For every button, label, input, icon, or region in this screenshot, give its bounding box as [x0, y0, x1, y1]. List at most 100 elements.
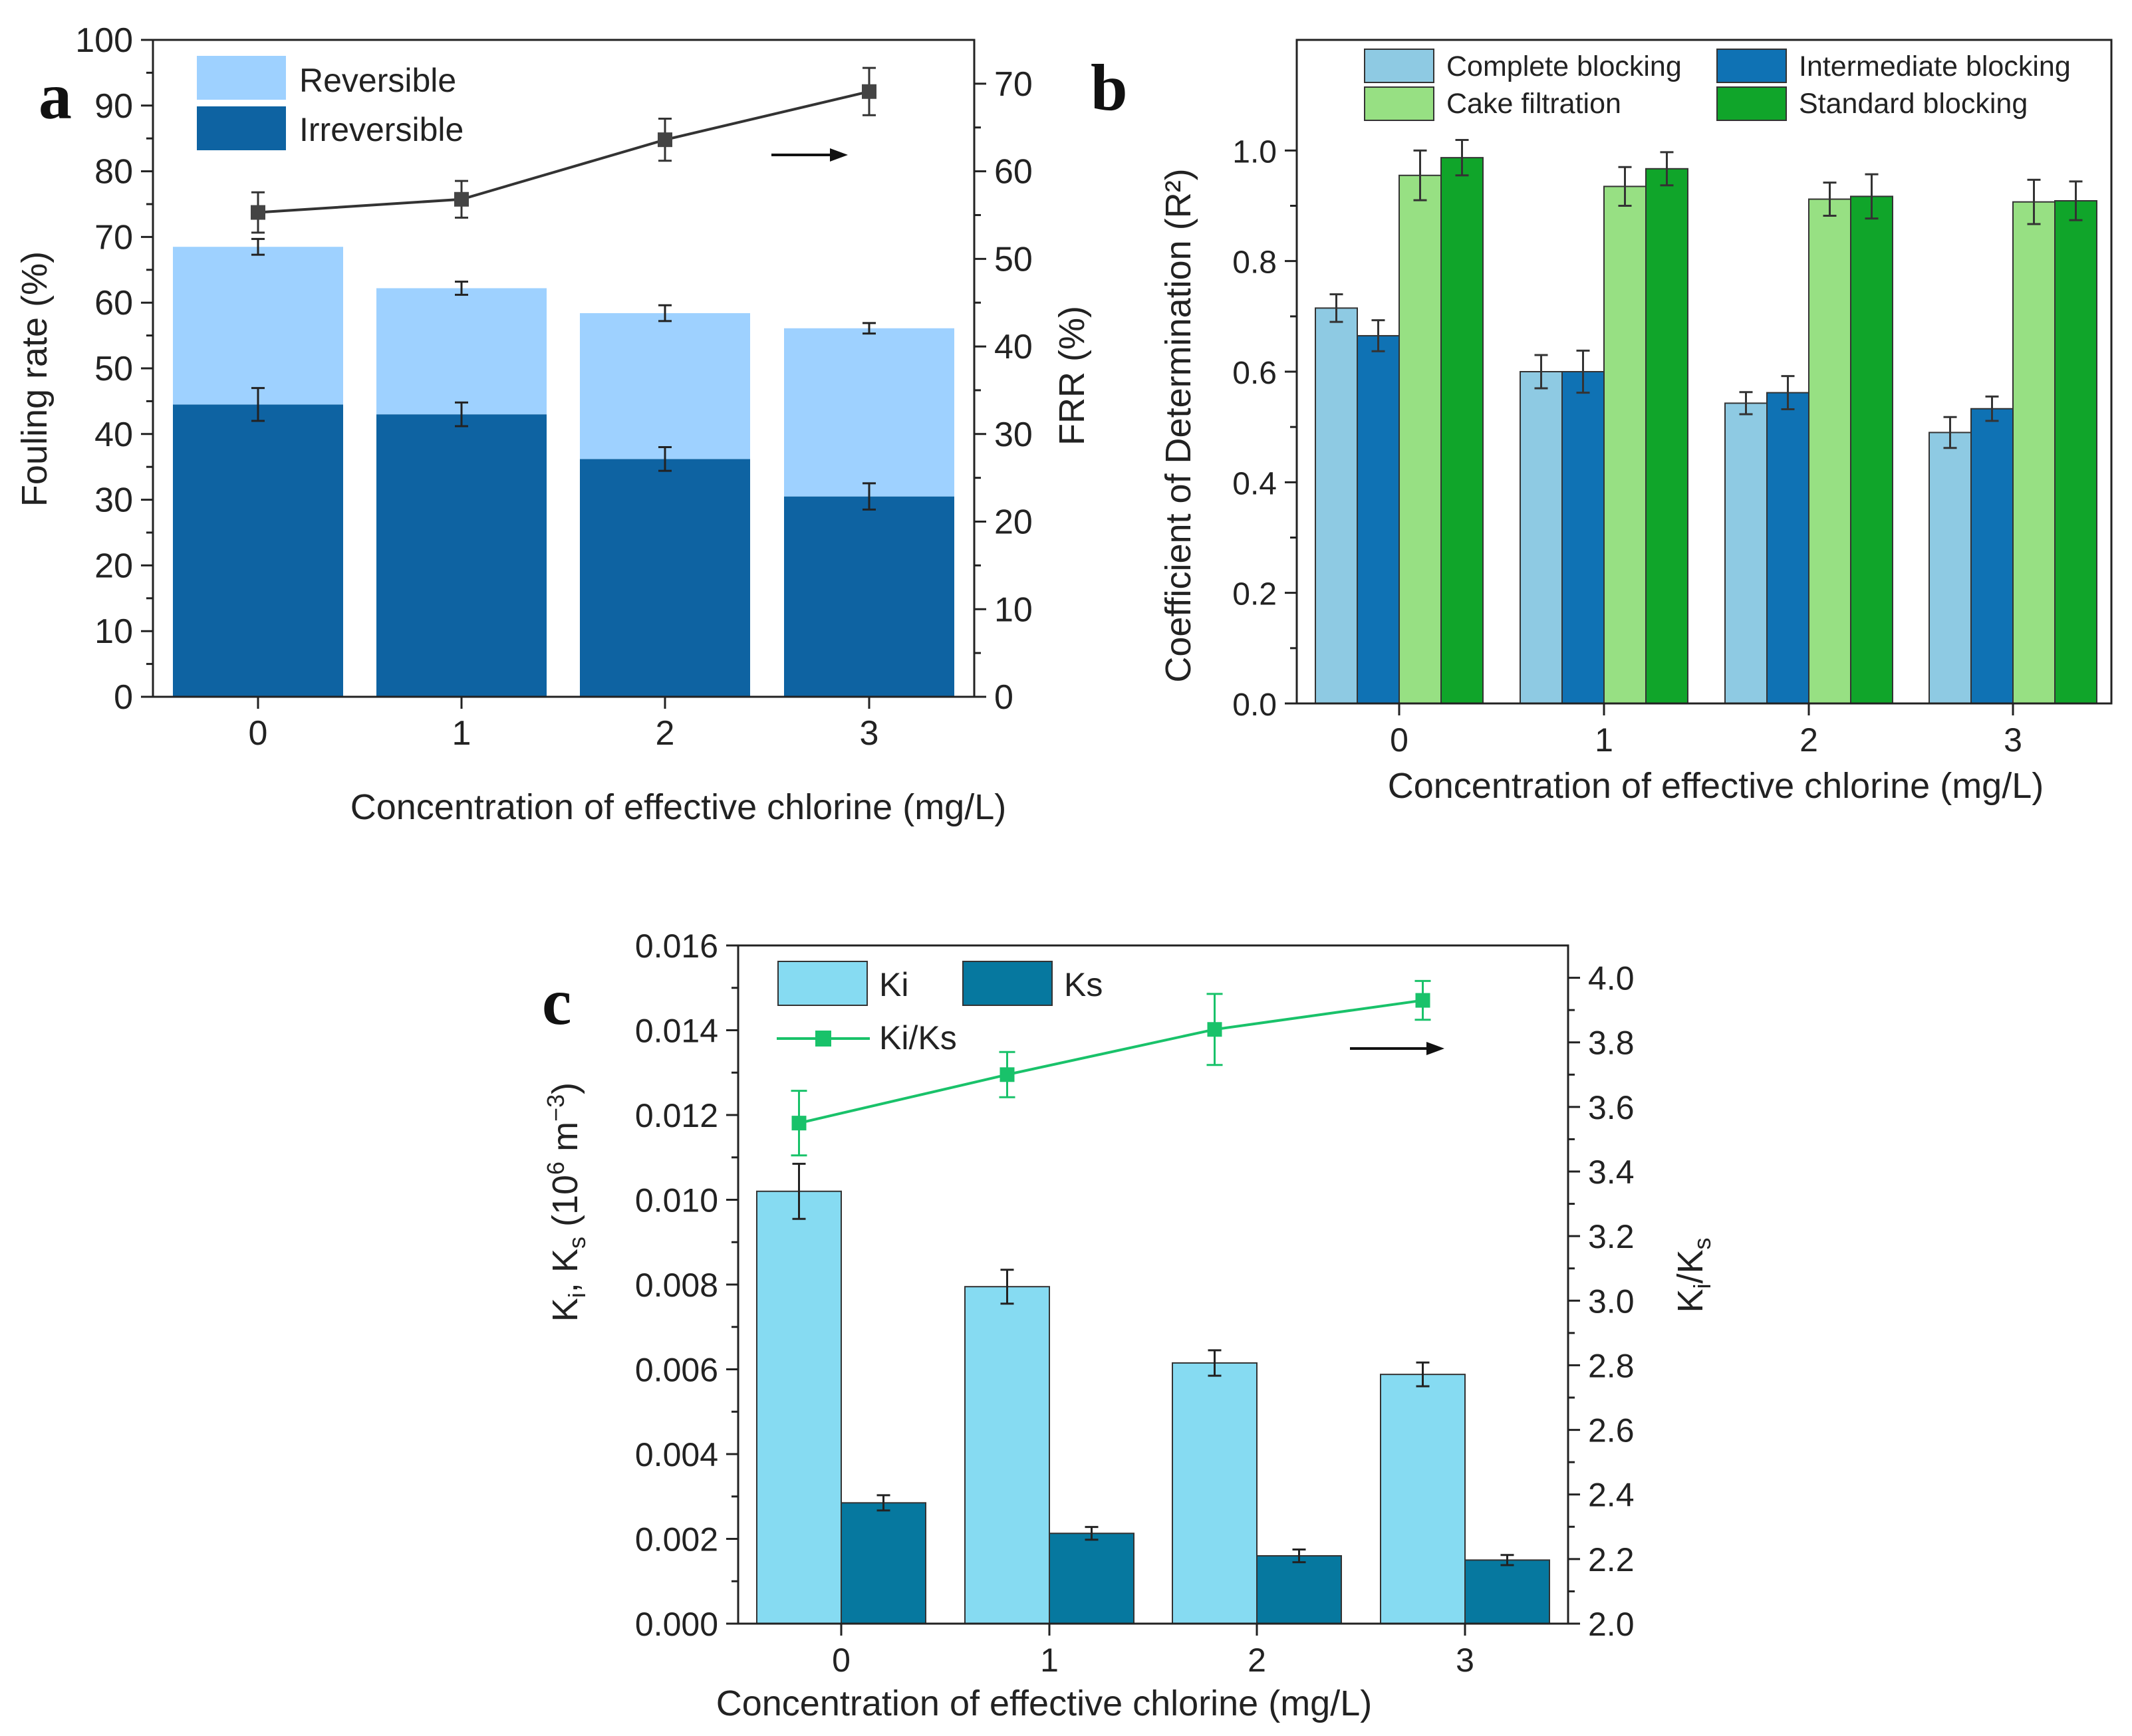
- bar-irreversible-1: [376, 414, 547, 697]
- panel-a-y2tick-label-1: 10: [994, 590, 1033, 629]
- panel-a-xtick-label-0: 0: [249, 714, 268, 753]
- panel-c-y2tick-label-2: 2.4: [1588, 1477, 1635, 1514]
- panel-c-ytick-label-1: 0.002: [635, 1521, 718, 1558]
- panel-a-xtick-label-1: 1: [452, 714, 471, 753]
- point-frr-3: [862, 84, 876, 99]
- panel-c-y2tick-label-8: 3.6: [1588, 1089, 1635, 1126]
- bar-reversible-3: [784, 328, 954, 497]
- bar-cake-filtration-0: [1399, 174, 1442, 704]
- panel-a-ytick-label-5: 50: [94, 350, 133, 388]
- point-frr-0: [251, 205, 265, 220]
- legend-label-standard-blocking: Standard blocking: [1799, 88, 2028, 120]
- panel-b-xtick-label-2: 2: [1799, 721, 1818, 759]
- bar-cake-filtration-2: [1808, 198, 1851, 704]
- legend-swatch-ks: [962, 961, 1053, 1006]
- panel-a: a 01020304050607080901000102030405060700…: [15, 21, 1092, 827]
- panel-c-ytick-label-2: 0.004: [635, 1436, 718, 1473]
- panel-a-legend: Reversible Irreversible: [197, 56, 464, 150]
- panel-c-xtick-label-0: 0: [832, 1642, 851, 1679]
- panel-c-xtick-label-3: 3: [1456, 1642, 1474, 1679]
- panel-c-y2tick-label-10: 4.0: [1588, 960, 1635, 997]
- panel-a-y2tick-label-4: 40: [994, 328, 1033, 366]
- panel-a-plot: 0 10 20 30 40 50 60 70 80 90 100 0 10 20 30 40 50 60 70 0 1 2…: [75, 21, 1033, 753]
- legend-swatch-cake-filtration: [1364, 86, 1434, 121]
- panel-a-y2tick-label-3: 30: [994, 416, 1033, 454]
- legend-swatch-intermediate-blocking: [1716, 49, 1787, 83]
- bar-irreversible-0: [173, 404, 343, 697]
- panel-a-y2tick-label-7: 70: [994, 65, 1033, 104]
- panel-c-letter: c: [542, 965, 571, 1039]
- bar-ki-1: [964, 1286, 1050, 1624]
- bar-intermediate-blocking-1: [1561, 371, 1605, 704]
- legend-label-irreversible: Irreversible: [299, 111, 464, 148]
- bar-ks-2: [1256, 1555, 1342, 1624]
- panel-c-ytick-label-6: 0.012: [635, 1097, 718, 1134]
- panel-a-y2label: FRR (%): [1052, 306, 1092, 445]
- bar-irreversible-3: [784, 496, 954, 697]
- panel-b-ytick-label-1: 0.2: [1232, 577, 1277, 612]
- panel-c-ytick-label-8: 0.016: [635, 928, 718, 965]
- panel-b-xtick-label-0: 0: [1390, 721, 1408, 759]
- bar-standard-blocking-1: [1645, 168, 1688, 705]
- bar-ki-3: [1380, 1374, 1466, 1624]
- point-frr-2: [658, 132, 672, 148]
- panel-a-xtick-label-3: 3: [860, 714, 879, 753]
- bar-intermediate-blocking-3: [1970, 408, 2014, 704]
- bar-standard-blocking-2: [1850, 195, 1893, 704]
- panel-c-y2tick-label-6: 3.2: [1588, 1218, 1635, 1255]
- panel-a-ytick-label-0: 0: [114, 678, 133, 717]
- bar-ki-2: [1172, 1362, 1258, 1624]
- panel-c-y2tick-label-7: 3.4: [1588, 1154, 1635, 1191]
- panel-a-letter: a: [39, 59, 72, 133]
- panel-a-y2tick-label-0: 0: [994, 678, 1013, 717]
- panel-c-y2label: Ki/Ks: [1670, 1237, 1716, 1312]
- panel-a-ytick-label-9: 90: [94, 87, 133, 126]
- line-frr: [257, 90, 870, 214]
- panel-b: b 0.0 0.2 0.4 0.6 0.8 1.0 0 1 2 3 Complete blocki…: [1091, 39, 2113, 806]
- legend-label-ki: Ki: [879, 966, 908, 1003]
- panel-b-ylabel: Coefficient of Determination (R²): [1158, 168, 1198, 682]
- panel-b-legend: Complete blocking Intermediate blocking …: [1364, 49, 2071, 121]
- panel-b-xtick-label-3: 3: [2004, 721, 2022, 759]
- panel-c-ytick-label-5: 0.010: [635, 1182, 718, 1219]
- bar-ks-1: [1049, 1533, 1134, 1624]
- bar-complete-blocking-2: [1724, 402, 1768, 705]
- panel-b-ytick-label-2: 0.4: [1232, 466, 1277, 501]
- legend-swatch-standard-blocking: [1716, 86, 1787, 121]
- point-ki-ks-2: [1207, 1022, 1222, 1037]
- panel-b-ytick-label-0: 0.0: [1232, 687, 1277, 723]
- panel-a-xtick-label-2: 2: [656, 714, 675, 753]
- bar-complete-blocking-3: [1929, 432, 1972, 704]
- bar-reversible-1: [376, 288, 547, 415]
- panel-c-ytick-label-4: 0.008: [635, 1267, 718, 1304]
- panel-a-y2tick-label-2: 20: [994, 503, 1033, 542]
- ki-ks-arrow: [1350, 1042, 1444, 1055]
- bar-ks-0: [841, 1502, 926, 1624]
- legend-label-ki-ks: Ki/Ks: [879, 1019, 957, 1056]
- panel-c-ytick-label-3: 0.006: [635, 1352, 718, 1389]
- panel-a-ytick-label-1: 10: [94, 612, 133, 651]
- panel-c-ytick-label-7: 0.014: [635, 1013, 718, 1050]
- legend-label-intermediate-blocking: Intermediate blocking: [1799, 51, 2071, 82]
- panel-c-y2tick-label-4: 2.8: [1588, 1347, 1635, 1384]
- panel-a-ytick-label-3: 30: [94, 481, 133, 520]
- panel-a-ytick-label-10: 100: [75, 21, 133, 60]
- legend-marker-ki-ks: [815, 1031, 831, 1047]
- legend-swatch-reversible: [197, 56, 286, 100]
- bar-cake-filtration-3: [2012, 201, 2056, 704]
- panel-c-y2tick-label-3: 2.6: [1588, 1412, 1635, 1449]
- bar-standard-blocking-3: [2054, 200, 2097, 704]
- bar-intermediate-blocking-0: [1357, 334, 1400, 705]
- panel-a-y2tick-label-6: 60: [994, 153, 1033, 191]
- bar-ki-0: [756, 1190, 842, 1624]
- panel-a-ytick-label-2: 20: [94, 547, 133, 585]
- legend-label-ks: Ks: [1064, 966, 1103, 1003]
- bar-intermediate-blocking-2: [1766, 392, 1809, 704]
- bar-reversible-0: [173, 247, 343, 405]
- panel-a-y2tick-label-5: 50: [994, 240, 1033, 279]
- panel-c-plot: 0.000 0.002 0.004 0.006 0.008 0.010 0.012 0.014…: [635, 928, 1635, 1679]
- panel-c-ytick-label-0: 0.000: [635, 1606, 718, 1643]
- panel-a-ytick-label-7: 70: [94, 218, 133, 257]
